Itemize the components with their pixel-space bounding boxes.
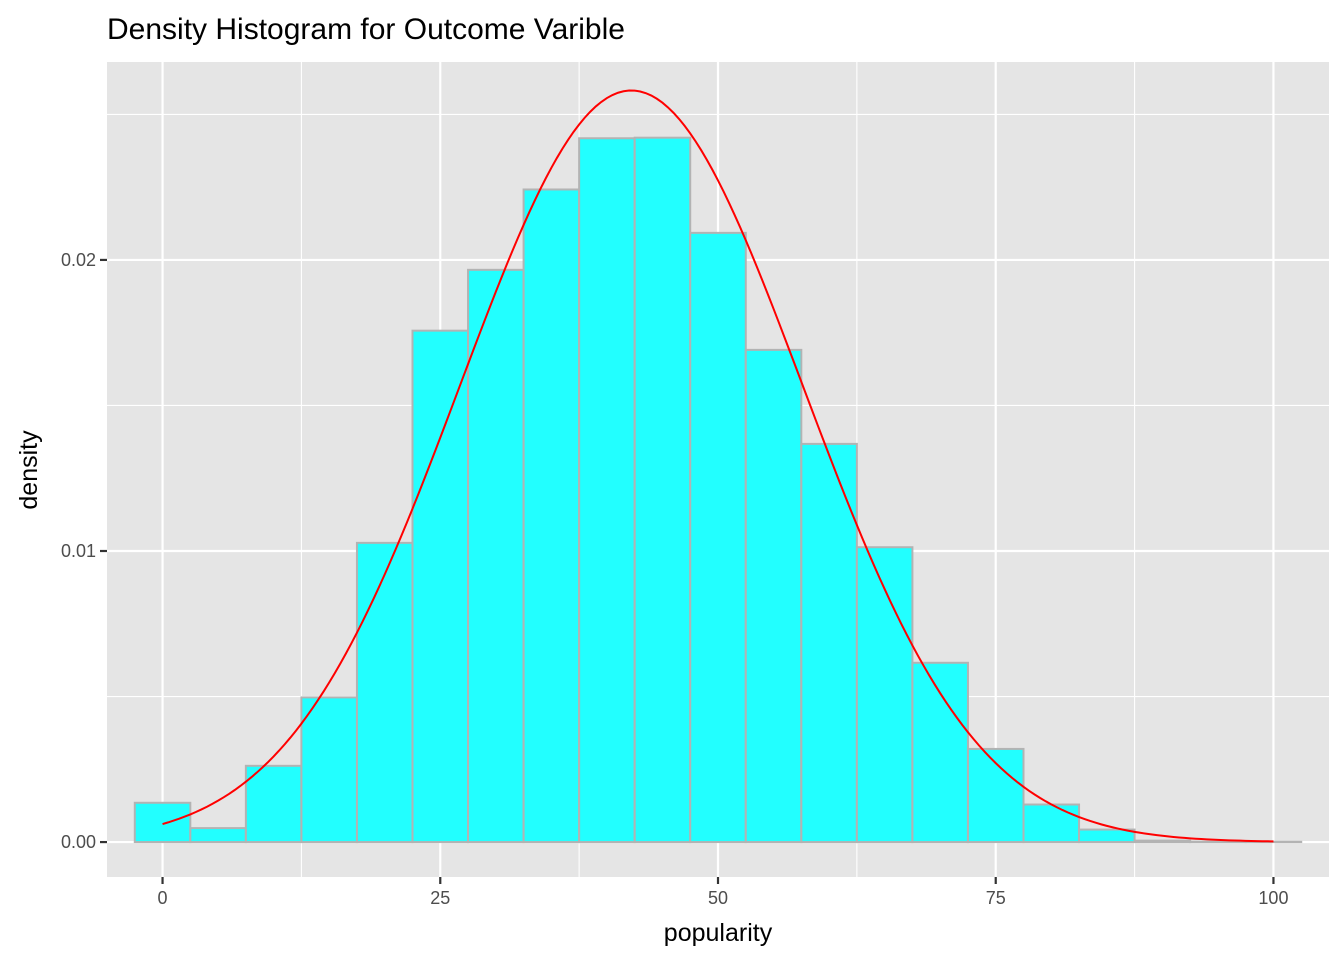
y-tick-label: 0.00: [61, 832, 96, 852]
histogram-bar: [189, 827, 247, 844]
histogram-bar: [800, 442, 858, 844]
histogram-bar: [578, 137, 636, 844]
x-tick-label: 50: [708, 888, 728, 908]
x-axis-title: popularity: [664, 919, 773, 947]
histogram-bar: [1133, 839, 1192, 844]
histogram-bar: [1022, 803, 1081, 844]
y-axis-title: density: [15, 430, 43, 510]
x-axis-ticks: 0 25 50 75 100: [158, 877, 1288, 908]
histogram-bar: [244, 764, 303, 844]
histogram-bar: [133, 801, 192, 844]
y-tick-label: 0.02: [61, 250, 96, 270]
normal-density-curve: [162, 89, 1274, 843]
y-tick-label: 0.01: [61, 541, 96, 561]
x-tick-label: 25: [430, 888, 450, 908]
histogram-bar: [300, 696, 358, 844]
histogram-bars: [133, 136, 1303, 844]
chart-title: Density Histogram for Outcome Varible: [107, 13, 625, 46]
histogram-bar: [744, 348, 803, 844]
histogram-bar: [855, 546, 914, 844]
x-tick-label: 0: [158, 888, 168, 908]
x-tick-label: 75: [986, 888, 1006, 908]
histogram-bar: [1078, 828, 1136, 844]
histogram-bar: [522, 188, 581, 844]
x-tick-label: 100: [1258, 888, 1288, 908]
histogram-bar: [411, 329, 470, 844]
y-axis-ticks: 0.00 0.01 0.02: [61, 250, 107, 852]
histogram-bar: [467, 268, 525, 844]
histogram-bar: [911, 661, 969, 844]
histogram-bar: [633, 136, 692, 844]
histogram-bar: [689, 231, 747, 844]
histogram-bar: [355, 541, 414, 844]
